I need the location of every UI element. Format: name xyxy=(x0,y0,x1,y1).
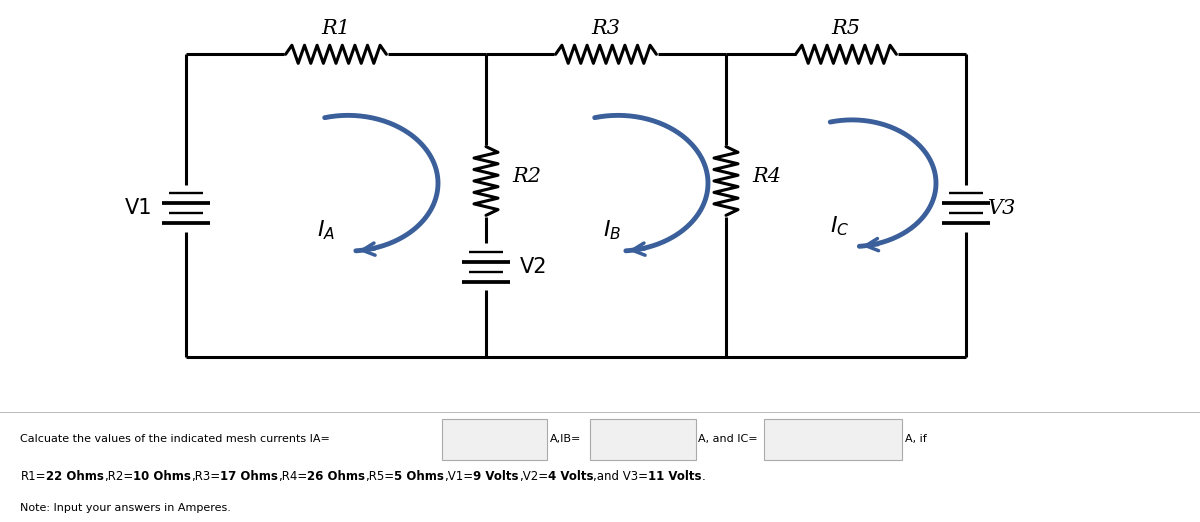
Text: V2: V2 xyxy=(520,257,547,277)
Text: $I_A$: $I_A$ xyxy=(317,219,336,242)
Text: $I_B$: $I_B$ xyxy=(602,219,622,242)
Text: R4: R4 xyxy=(752,167,781,186)
Text: R1=: R1= xyxy=(20,470,46,482)
FancyBboxPatch shape xyxy=(590,419,696,460)
Text: ,R2=: ,R2= xyxy=(103,470,133,482)
Text: $I_C$: $I_C$ xyxy=(830,215,850,239)
Text: 4 Volts: 4 Volts xyxy=(548,470,593,482)
Text: 9 Volts: 9 Volts xyxy=(473,470,518,482)
Text: V1: V1 xyxy=(125,198,152,218)
Text: Note: Input your answers in Amperes.: Note: Input your answers in Amperes. xyxy=(20,503,232,513)
Text: ,R3=: ,R3= xyxy=(191,470,220,482)
Text: 22 Ohms: 22 Ohms xyxy=(46,470,103,482)
Text: ,and V3=: ,and V3= xyxy=(593,470,648,482)
Text: ,R4=: ,R4= xyxy=(278,470,307,482)
Text: R5: R5 xyxy=(832,19,860,38)
Text: ,V1=: ,V1= xyxy=(444,470,473,482)
Text: Calcuate the values of the indicated mesh currents IA=: Calcuate the values of the indicated mes… xyxy=(20,434,330,444)
Text: V3: V3 xyxy=(988,198,1016,218)
FancyBboxPatch shape xyxy=(442,419,547,460)
FancyBboxPatch shape xyxy=(764,419,902,460)
Text: ,V2=: ,V2= xyxy=(518,470,548,482)
Text: 5 Ohms: 5 Ohms xyxy=(395,470,444,482)
Text: 10 Ohms: 10 Ohms xyxy=(133,470,191,482)
Text: 17 Ohms: 17 Ohms xyxy=(220,470,278,482)
Text: .: . xyxy=(702,470,706,482)
Text: A, if: A, if xyxy=(905,434,926,444)
Text: R3: R3 xyxy=(592,19,620,38)
Text: 26 Ohms: 26 Ohms xyxy=(307,470,365,482)
Text: R1: R1 xyxy=(322,19,350,38)
Text: 11 Volts: 11 Volts xyxy=(648,470,702,482)
Text: R2: R2 xyxy=(512,167,541,186)
Text: A, and IC=: A, and IC= xyxy=(698,434,758,444)
Text: A,IB=: A,IB= xyxy=(550,434,581,444)
Text: ,R5=: ,R5= xyxy=(365,470,395,482)
